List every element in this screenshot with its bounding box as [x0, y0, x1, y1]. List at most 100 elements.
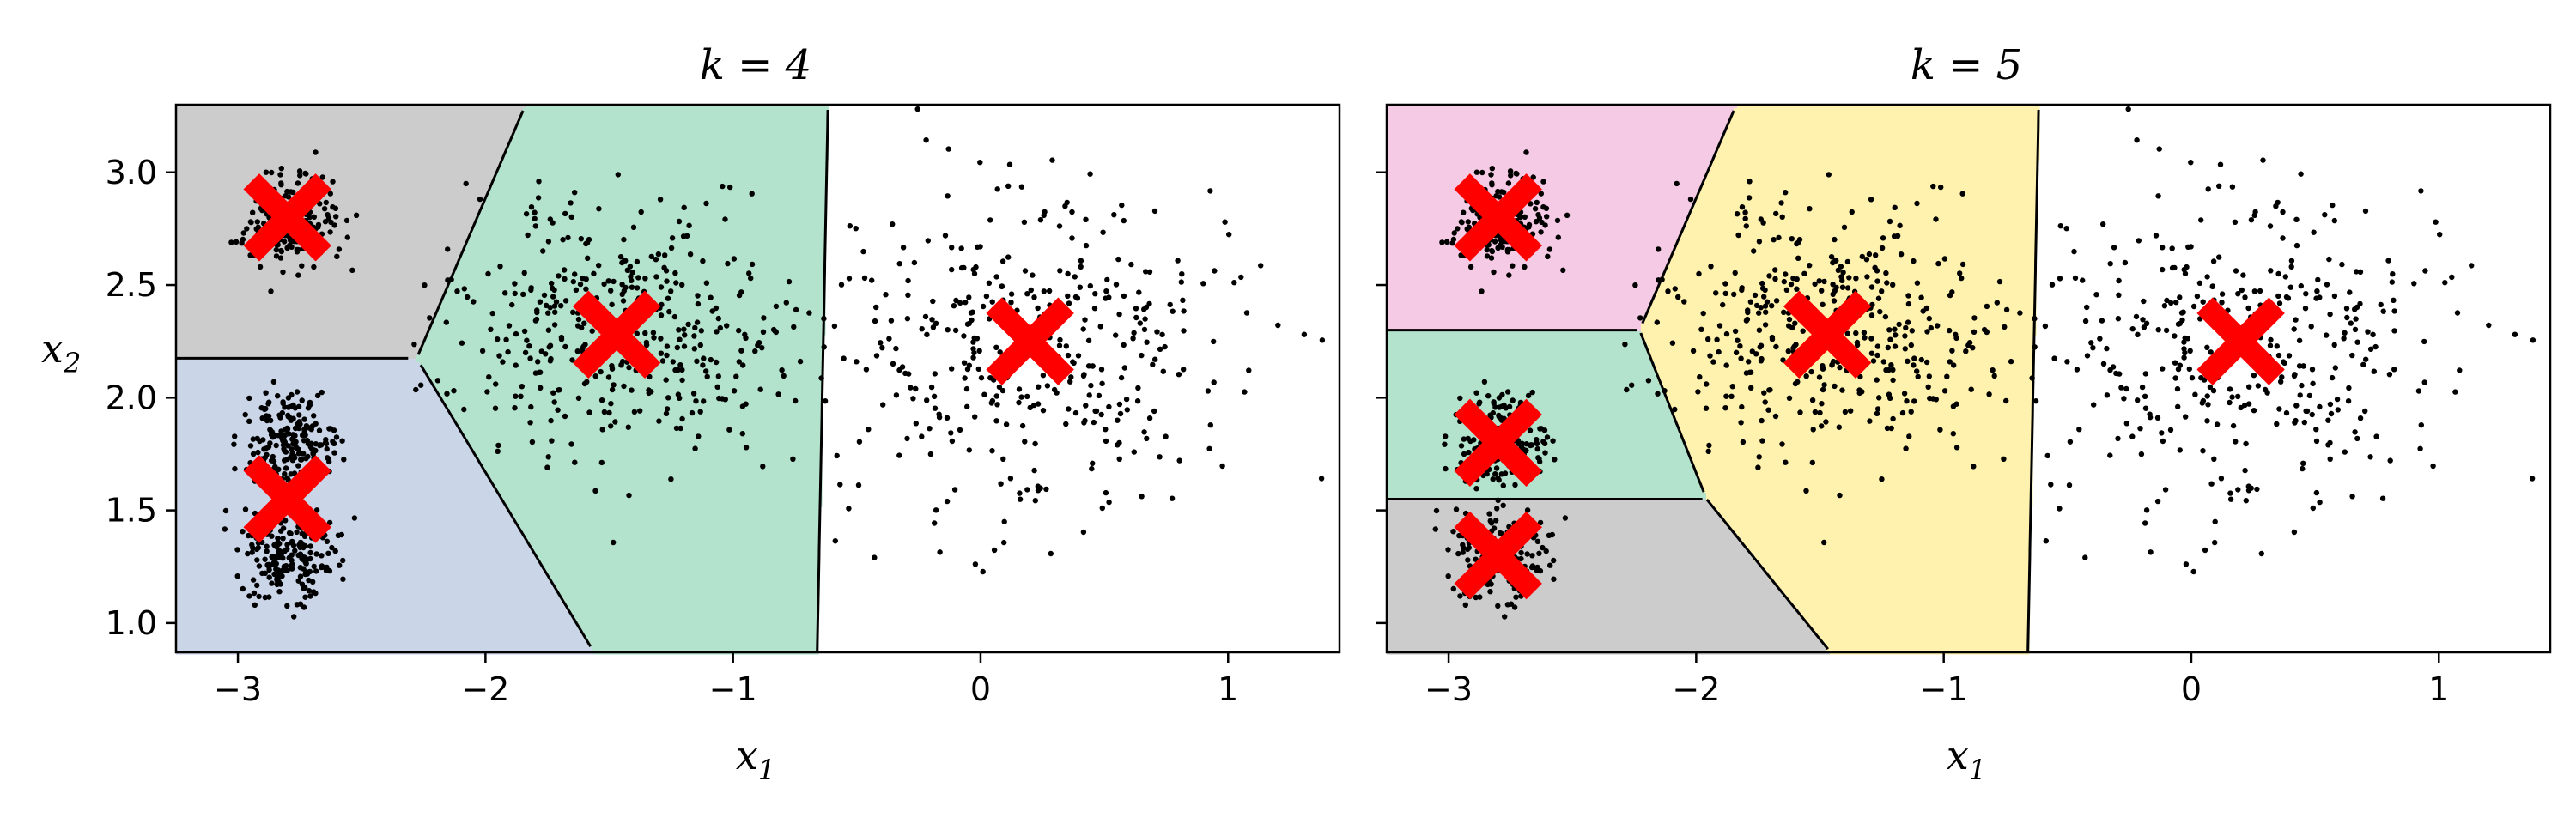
voronoi-cell: [1716, 149, 2040, 154]
voronoi-cell: [1387, 596, 1786, 600]
data-point: [1821, 539, 1827, 546]
data-point: [1017, 496, 1024, 502]
data-point: [1545, 253, 1551, 259]
voronoi-cell: [509, 139, 829, 143]
data-point: [1181, 328, 1187, 334]
data-point: [1819, 288, 1825, 294]
data-point: [2189, 375, 2196, 381]
data-point: [1789, 236, 1795, 242]
voronoi-cell: [1387, 476, 1700, 480]
data-point: [1080, 529, 1087, 536]
data-point: [1538, 229, 1544, 235]
voronoi-cell: [1387, 170, 1707, 174]
data-point: [1103, 288, 1109, 294]
data-point: [1200, 281, 1206, 287]
data-point: [1540, 544, 1546, 551]
data-point: [264, 451, 270, 457]
data-point: [2192, 391, 2198, 397]
data-point: [668, 288, 674, 294]
voronoi-cell: [176, 173, 496, 178]
data-point: [1781, 278, 1787, 285]
voronoi-cell: [176, 129, 517, 133]
voronoi-cell: [1665, 397, 2033, 401]
data-point: [691, 346, 697, 352]
data-point: [1065, 352, 1072, 359]
data-point: [692, 324, 698, 331]
voronoi-cell: [1816, 633, 2030, 638]
data-point: [1672, 286, 1679, 292]
data-point: [2142, 520, 2148, 526]
data-point: [233, 239, 240, 245]
data-point: [331, 440, 337, 446]
data-point: [284, 475, 290, 482]
voronoi-cell: [1387, 647, 1827, 651]
data-point: [743, 445, 750, 451]
data-point: [2430, 463, 2436, 470]
voronoi-cell: [465, 434, 823, 439]
y-tick-label: 1.5: [106, 492, 157, 530]
voronoi-cell: [461, 256, 826, 260]
data-point: [2367, 454, 2373, 460]
data-point: [1909, 328, 1915, 334]
data-point: [254, 557, 260, 563]
voronoi-cell: [1387, 228, 1683, 233]
data-point: [1786, 316, 1793, 323]
voronoi-cell: [1675, 421, 2033, 425]
voronoi-cell: [1387, 383, 1662, 387]
data-point: [2282, 274, 2288, 280]
data-point: [2110, 364, 2117, 370]
data-point: [1959, 191, 1965, 197]
data-point: [1746, 195, 1753, 201]
data-point: [2529, 476, 2536, 482]
data-point: [1732, 328, 1739, 335]
data-point: [1485, 393, 1492, 399]
data-point: [1078, 258, 1084, 264]
data-point: [2334, 396, 2341, 403]
y-tick-label: 2.5: [106, 266, 157, 304]
data-point: [495, 442, 501, 449]
voronoi-cell: [176, 410, 452, 415]
voronoi-cell: [176, 623, 579, 627]
data-point: [2278, 379, 2284, 385]
data-point: [2082, 318, 2089, 324]
data-point: [2090, 345, 2096, 351]
data-point: [286, 431, 292, 437]
data-point: [1766, 387, 1772, 393]
voronoi-cell: [592, 647, 819, 651]
data-point: [1130, 336, 1136, 342]
data-point: [1840, 270, 1846, 276]
voronoi-cell: [1387, 338, 1645, 342]
data-point: [1873, 252, 1879, 258]
data-point: [598, 368, 604, 375]
voronoi-cell: [1387, 524, 1728, 528]
voronoi-cell: [176, 558, 538, 562]
voronoi-cell: [561, 596, 819, 600]
voronoi-cell: [1387, 204, 1693, 209]
data-point: [553, 299, 560, 305]
data-point: [1758, 216, 1764, 222]
data-point: [775, 391, 781, 397]
data-point: [295, 463, 301, 469]
data-point: [529, 439, 536, 445]
data-point: [537, 369, 544, 375]
data-point: [873, 353, 880, 359]
data-point: [1655, 391, 1661, 397]
data-point: [637, 408, 643, 414]
data-point: [418, 382, 424, 388]
data-point: [2326, 256, 2332, 263]
data-point: [2111, 245, 2117, 251]
data-point: [1529, 563, 1536, 569]
voronoi-cell: [1387, 112, 1735, 116]
data-point: [1211, 379, 1217, 385]
voronoi-cell: [176, 465, 483, 470]
data-point: [2287, 284, 2293, 290]
data-point: [2371, 368, 2377, 374]
data-point: [1765, 407, 1771, 413]
voronoi-cell: [176, 290, 445, 294]
data-point: [861, 275, 868, 282]
data-point: [249, 549, 255, 555]
data-point: [2317, 499, 2323, 506]
data-point: [650, 330, 657, 336]
data-point: [2141, 298, 2147, 305]
data-point: [2298, 282, 2304, 289]
